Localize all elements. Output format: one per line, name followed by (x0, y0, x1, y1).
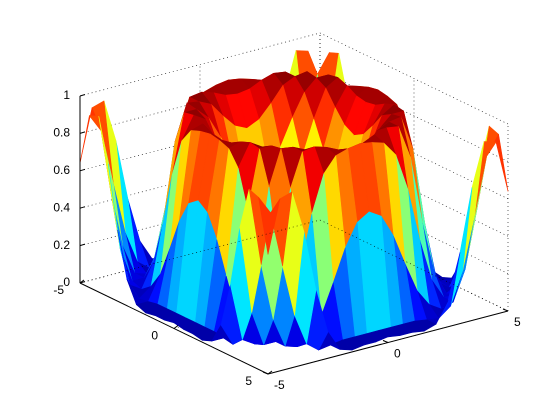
surface-patch (258, 197, 281, 255)
surface-mesh (79, 50, 509, 351)
tick-labels: 00.20.40.60.81-505 -505 (53, 88, 521, 392)
z-tick-mark (79, 168, 86, 172)
z-tick-mark (79, 131, 86, 134)
x-tick-label: 5 (514, 315, 521, 329)
z-tick-label: 0.6 (53, 163, 70, 177)
z-tick-label: 0.4 (53, 200, 70, 214)
y-tick-mark (79, 279, 85, 284)
surface-patch (462, 141, 485, 272)
x-tick-label: -5 (274, 378, 285, 392)
x-tick-mark (382, 340, 389, 343)
y-tick-mark (173, 325, 179, 329)
z-tick-mark (79, 206, 86, 209)
y-tick-label: 0 (151, 329, 158, 343)
x-tick-mark (262, 371, 269, 375)
y-tick-mark (267, 370, 273, 375)
z-tick-label: 0.2 (53, 238, 70, 252)
floor-back-edge (79, 219, 321, 284)
y-tick-label: -5 (53, 283, 64, 297)
x-tick-mark (502, 308, 509, 312)
wall-grid-z (79, 32, 509, 125)
z-tick-mark (79, 243, 86, 247)
z-tick-label: 0 (63, 275, 70, 289)
floor-right-edge (319, 219, 509, 312)
y-tick-label: 5 (245, 374, 252, 388)
z-tick-label: 1 (63, 88, 70, 102)
x-tick-label: 0 (394, 347, 401, 361)
z-tick-mark (79, 94, 86, 97)
z-tick-label: 0.8 (53, 126, 70, 140)
